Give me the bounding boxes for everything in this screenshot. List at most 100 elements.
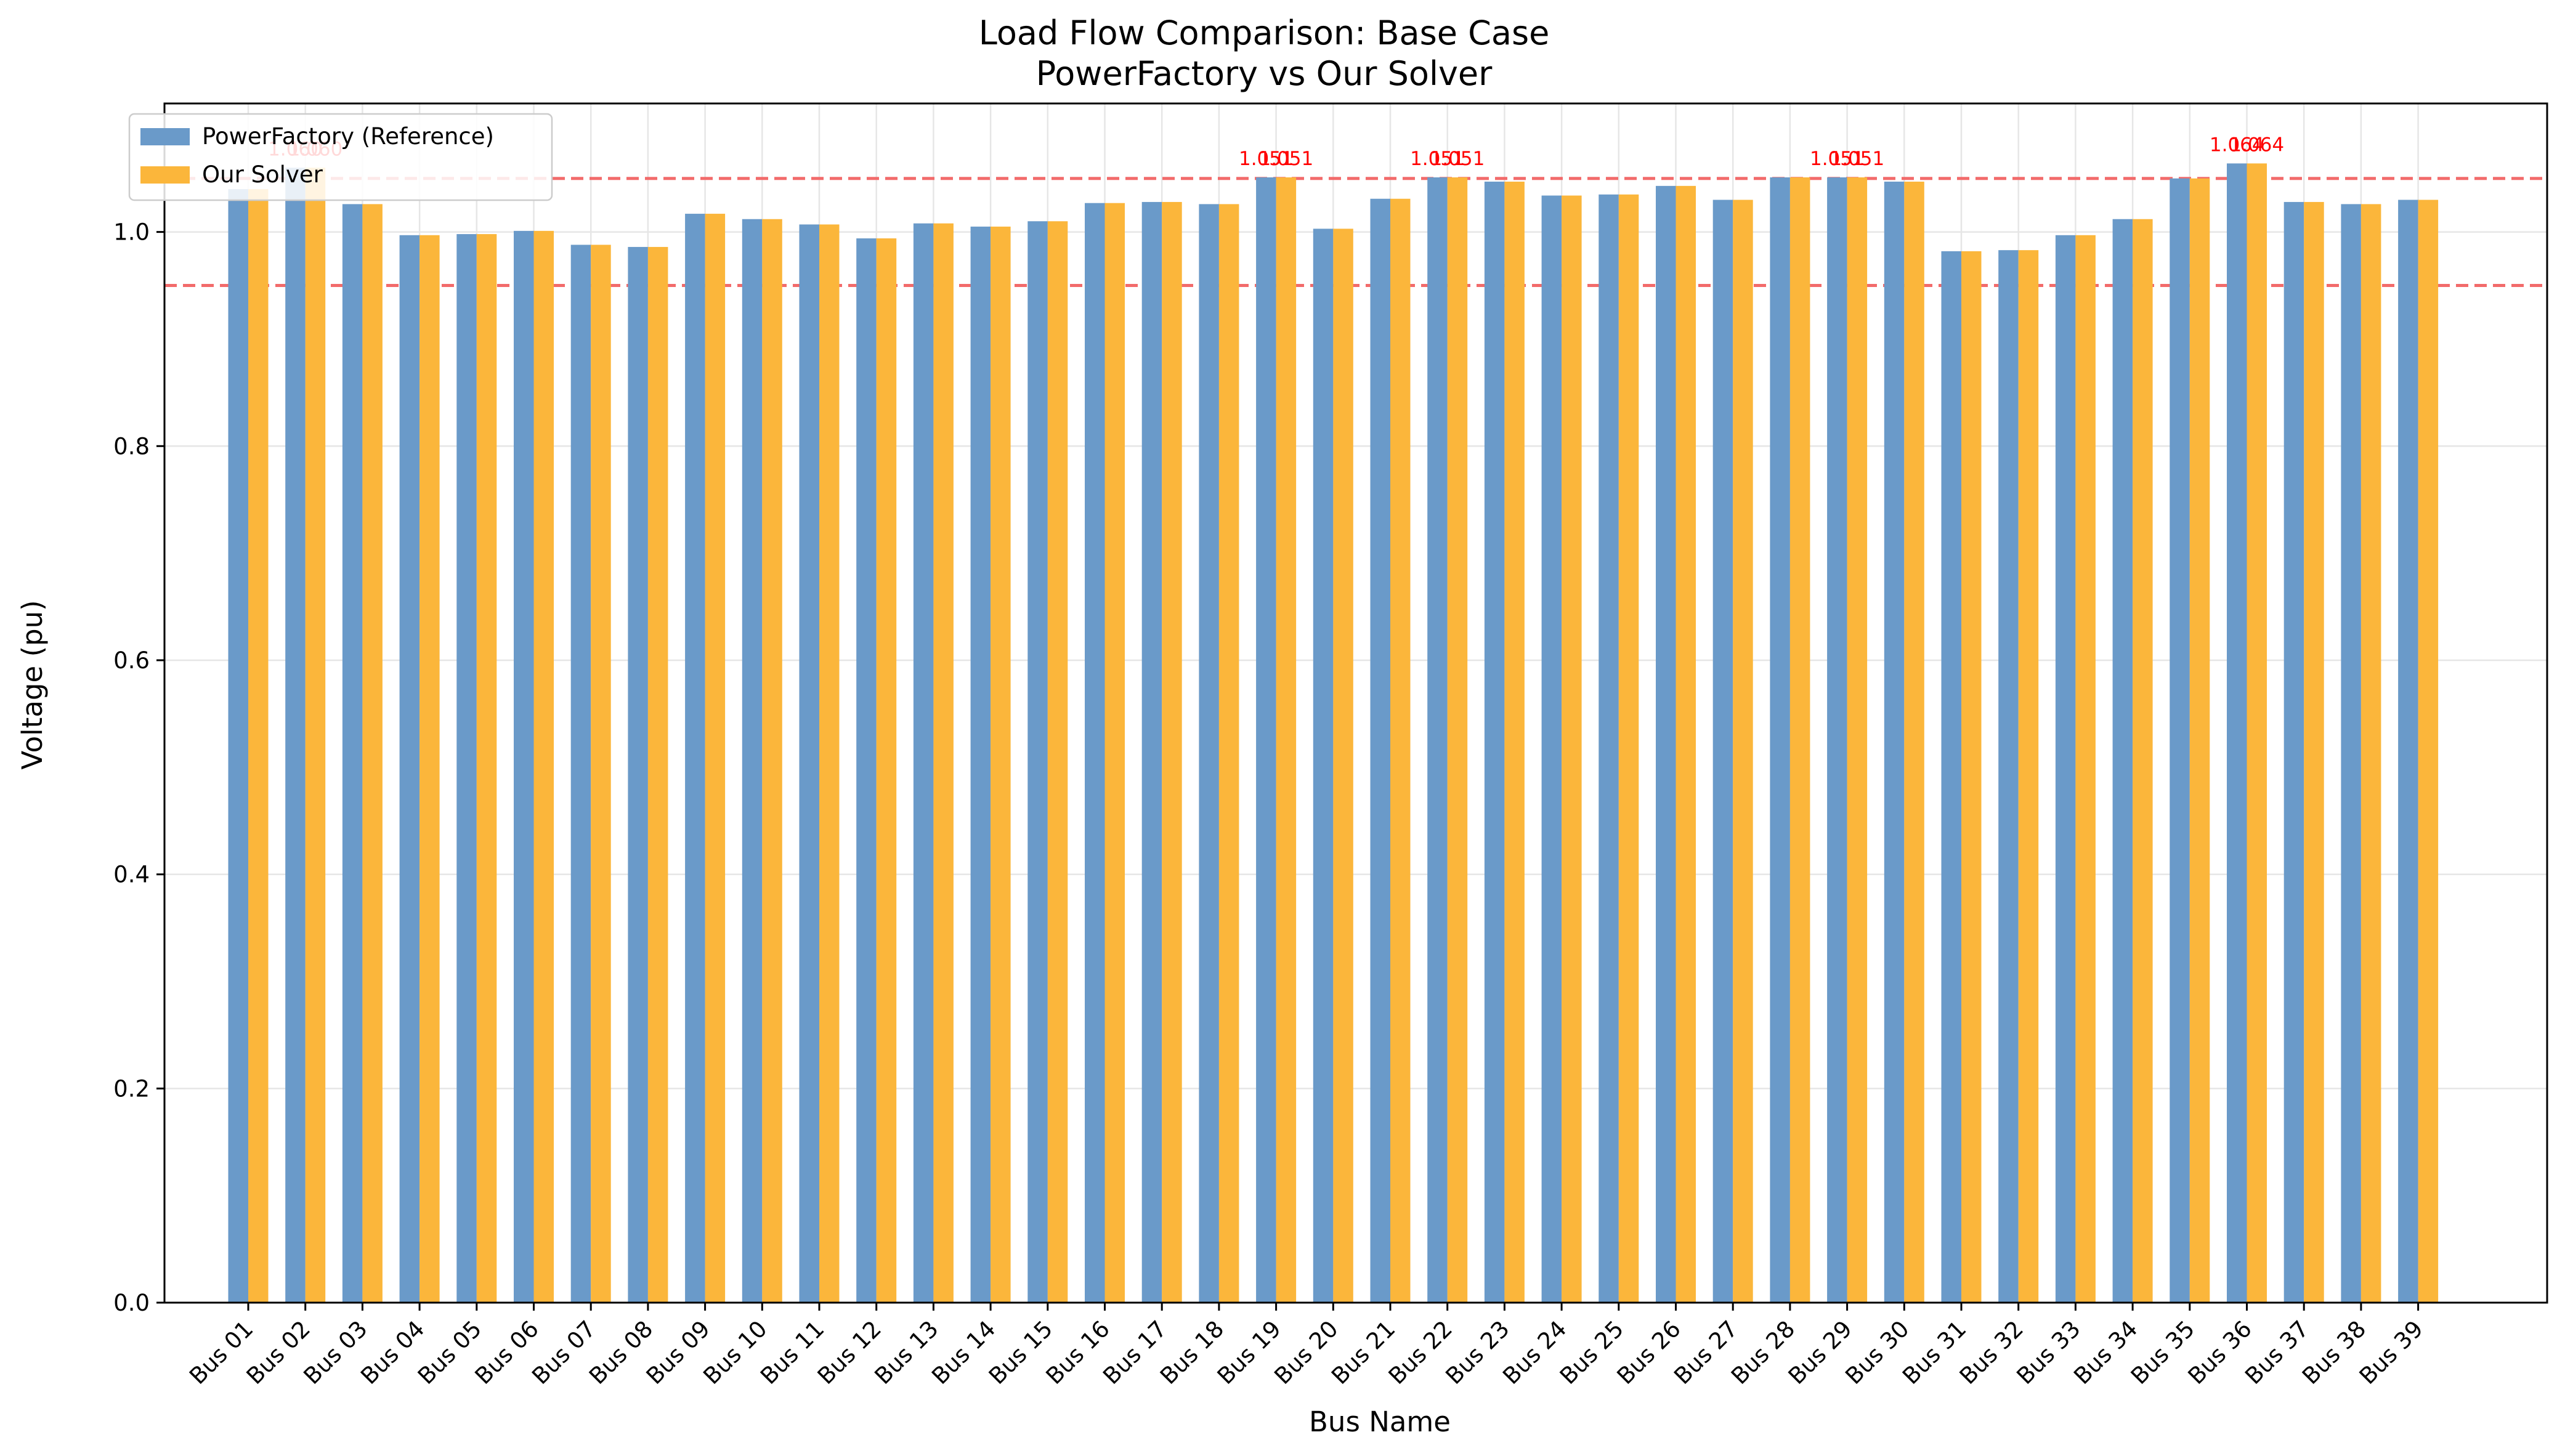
bar-powerfactory	[1656, 185, 1676, 1303]
y-axis-label: Voltage (pu)	[16, 600, 49, 769]
bar-our-solver	[1218, 204, 1239, 1303]
y-tick-label: 1.0	[113, 219, 150, 246]
bar-powerfactory	[570, 245, 591, 1303]
bar-powerfactory	[228, 189, 248, 1303]
x-axis-label: Bus Name	[1309, 1405, 1451, 1438]
bar-our-solver	[2075, 235, 2096, 1303]
bar-powerfactory	[2170, 178, 2190, 1303]
bar-powerfactory	[1370, 198, 1390, 1303]
legend-swatch	[140, 128, 190, 145]
bar-powerfactory	[1027, 221, 1048, 1303]
x-tick-label: Bus 21	[1326, 1316, 1400, 1389]
bar-powerfactory	[1998, 250, 2019, 1303]
bar-our-solver	[2418, 200, 2439, 1303]
x-tick-label: Bus 04	[355, 1316, 429, 1389]
bar-our-solver	[419, 235, 440, 1303]
x-tick-label: Bus 23	[1441, 1316, 1515, 1389]
bar-our-solver	[1618, 194, 1639, 1303]
bar-our-solver	[1104, 203, 1125, 1303]
x-tick-label: Bus 16	[1041, 1316, 1115, 1389]
bar-powerfactory	[2398, 200, 2418, 1303]
bar-our-solver	[591, 245, 611, 1303]
x-tick-label: Bus 28	[1726, 1316, 1800, 1389]
bar-value-label: 1.051	[1430, 148, 1485, 170]
bar-our-solver	[1047, 221, 1068, 1303]
bar-our-solver	[2304, 201, 2324, 1303]
x-tick-label: Bus 24	[1497, 1316, 1571, 1389]
bar-powerfactory	[1770, 177, 1790, 1303]
bar-our-solver	[2133, 219, 2153, 1303]
bar-powerfactory	[685, 214, 705, 1303]
bar-value-label: 1.064	[2210, 134, 2264, 156]
x-tick-label: Bus 18	[1155, 1316, 1229, 1389]
x-tick-label: Bus 36	[2183, 1316, 2257, 1389]
bar-our-solver	[1333, 229, 1353, 1303]
chart-title-line2: PowerFactory vs Our Solver	[1036, 54, 1493, 93]
x-tick-label: Bus 22	[1384, 1316, 1457, 1389]
x-tick-label: Bus 39	[2354, 1316, 2428, 1389]
bar-our-solver	[819, 224, 840, 1303]
x-tick-label: Bus 03	[299, 1316, 373, 1389]
bar-our-solver	[876, 238, 897, 1303]
x-tick-label: Bus 11	[755, 1316, 829, 1389]
bar-our-solver	[533, 230, 554, 1303]
bar-powerfactory	[2055, 235, 2076, 1303]
legend-label: PowerFactory (Reference)	[202, 123, 494, 150]
y-axis-ticks: 0.0 0.2 0.4 0.6 0.8 1.0	[113, 219, 164, 1316]
bar-our-solver	[248, 189, 269, 1303]
legend: PowerFactory (Reference) Our Solver	[128, 113, 553, 201]
bar-powerfactory	[1712, 200, 1733, 1303]
x-tick-label: Bus 30	[1840, 1316, 1914, 1389]
bar-our-solver	[1276, 177, 1297, 1303]
bar-powerfactory	[456, 234, 477, 1303]
legend-box	[128, 113, 553, 201]
bar-value-label: 1.051	[1830, 148, 1884, 170]
bar-powerfactory	[1141, 201, 1162, 1303]
x-tick-label: Bus 20	[1269, 1316, 1343, 1389]
y-tick-label: 0.0	[113, 1290, 150, 1316]
bar-powerfactory	[970, 226, 991, 1303]
bar-powerfactory	[1541, 195, 1562, 1303]
x-tick-label: Bus 33	[2012, 1316, 2086, 1389]
x-tick-label: Bus 09	[641, 1316, 715, 1389]
bar-powerfactory	[2341, 204, 2361, 1303]
bar-value-label: 1.051	[1810, 148, 1865, 170]
bar-powerfactory	[856, 238, 877, 1303]
bar-powerfactory	[2112, 219, 2133, 1303]
x-tick-label: Bus 08	[584, 1316, 658, 1389]
bar-our-solver	[362, 204, 383, 1303]
x-tick-label: Bus 25	[1555, 1316, 1629, 1389]
x-tick-label: Bus 38	[2297, 1316, 2371, 1389]
x-tick-label: Bus 07	[527, 1316, 601, 1389]
plot-frame	[163, 102, 2548, 1304]
bar-our-solver	[305, 168, 326, 1303]
y-tick-label: 0.4	[113, 862, 150, 888]
bar-our-solver	[1390, 198, 1411, 1303]
bar-powerfactory	[342, 204, 363, 1303]
bar-powerfactory	[1256, 177, 1276, 1303]
x-tick-label: Bus 13	[870, 1316, 944, 1389]
x-tick-label: Bus 05	[413, 1316, 487, 1389]
bar-powerfactory	[285, 168, 306, 1303]
bar-our-solver	[1562, 195, 1582, 1303]
bar-our-solver	[1961, 251, 1982, 1303]
bar-our-solver	[762, 219, 782, 1303]
x-tick-label: Bus 19	[1212, 1316, 1286, 1389]
x-tick-label: Bus 02	[241, 1316, 315, 1389]
bar-powerfactory	[1427, 177, 1448, 1303]
legend-swatch	[140, 166, 190, 184]
x-tick-label: Bus 10	[698, 1316, 772, 1389]
bar-our-solver	[1676, 185, 1696, 1303]
bar-our-solver	[2360, 204, 2381, 1303]
bar-powerfactory	[2227, 163, 2247, 1303]
bar-powerfactory	[1085, 203, 1105, 1303]
x-tick-label: Bus 14	[926, 1316, 1000, 1389]
x-tick-label: Bus 32	[1955, 1316, 2028, 1389]
bars	[228, 163, 2439, 1303]
x-tick-label: Bus 34	[2069, 1316, 2142, 1389]
bar-our-solver	[1904, 181, 1924, 1303]
bar-our-solver	[705, 214, 726, 1303]
bar-our-solver	[476, 234, 497, 1303]
